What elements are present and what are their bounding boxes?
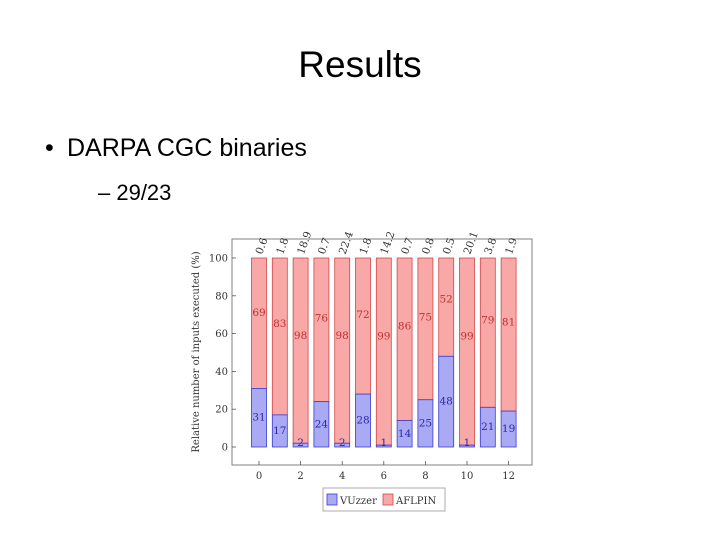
legend-swatch-aflpin <box>382 493 394 506</box>
y-tick-label: 20 <box>215 405 228 416</box>
x-tick-label: 8 <box>422 471 428 482</box>
x-tick-label: 2 <box>297 471 303 482</box>
bullet-dot: • <box>45 134 54 162</box>
data-label-vuzzer: 25 <box>419 417 432 429</box>
bar-vuzzer <box>251 388 267 448</box>
data-label-aflpin: 99 <box>460 331 473 343</box>
bar-top-label: 0.7 <box>316 236 333 256</box>
data-label-vuzzer: 28 <box>356 415 369 427</box>
data-label-aflpin: 81 <box>502 316 515 328</box>
data-label-aflpin: 52 <box>440 293 453 305</box>
bar-aflpin <box>313 257 330 403</box>
data-label-vuzzer: 21 <box>481 421 494 433</box>
bar-aflpin <box>417 257 434 401</box>
y-tick-label: 100 <box>209 254 228 265</box>
bar-aflpin <box>500 257 517 412</box>
bar-top-label: 0.6 <box>254 236 271 256</box>
bar-vuzzer <box>438 355 455 448</box>
bar-aflpin <box>459 257 475 446</box>
bar-top-label: 0.7 <box>399 236 416 256</box>
data-label-aflpin: 98 <box>336 330 349 342</box>
bar-vuzzer <box>292 442 309 448</box>
bar-aflpin <box>292 257 309 444</box>
bar-top-label: 0.5 <box>441 236 458 256</box>
y-tick-label: 40 <box>215 367 228 378</box>
bar-vuzzer <box>479 406 496 448</box>
data-label-vuzzer: 31 <box>252 412 265 424</box>
x-tick-label: 12 <box>502 471 515 482</box>
data-label-vuzzer: 19 <box>502 423 515 435</box>
bar-aflpin <box>438 257 455 357</box>
data-label-vuzzer: 24 <box>315 418 329 430</box>
data-label-aflpin: 72 <box>356 309 369 321</box>
data-label-vuzzer: 1 <box>464 437 471 449</box>
bar-top-label: 1.8 <box>274 236 291 256</box>
sub-bullet-text: – 29/23 <box>98 180 172 205</box>
bar-aflpin <box>334 257 351 444</box>
bar-top-label: 1.9 <box>503 236 520 256</box>
bar-vuzzer <box>459 444 475 448</box>
data-label-aflpin: 98 <box>294 330 307 342</box>
y-axis-label: Relative number of inputs executed (%) <box>191 251 202 452</box>
data-label-vuzzer: 14 <box>398 428 412 440</box>
bar-vuzzer <box>417 399 434 448</box>
data-label-vuzzer: 17 <box>273 425 286 437</box>
x-tick-label: 10 <box>461 471 474 482</box>
data-label-aflpin: 76 <box>315 312 329 324</box>
bullet-item: • DARPA CGC binaries <box>45 134 307 163</box>
legend-label-vuzzer: VUzzer <box>339 496 377 507</box>
slide-title: Results <box>298 44 422 85</box>
x-tick-label: 0 <box>256 471 262 482</box>
bar-aflpin <box>271 257 288 416</box>
sub-bullet-item: – 29/23 <box>98 180 171 206</box>
bar-top-label: 1.8 <box>358 236 375 256</box>
bar-aflpin <box>396 257 413 421</box>
data-label-vuzzer: 1 <box>380 437 387 449</box>
data-label-vuzzer: 2 <box>297 437 304 449</box>
bar-aflpin <box>355 257 371 395</box>
bar-top-label: 3.8 <box>482 236 499 256</box>
data-label-aflpin: 83 <box>273 318 286 330</box>
bar-vuzzer <box>375 444 392 448</box>
data-label-aflpin: 79 <box>481 315 494 327</box>
y-tick-label: 60 <box>215 329 228 340</box>
bar-aflpin <box>375 257 392 446</box>
bar-aflpin <box>479 257 496 408</box>
legend-swatch-vuzzer <box>326 493 338 506</box>
legend-label-aflpin: AFLPIN <box>395 496 436 507</box>
y-tick-label: 0 <box>222 443 228 454</box>
data-label-aflpin: 69 <box>252 307 265 319</box>
data-label-aflpin: 75 <box>419 312 432 324</box>
bullet-text: DARPA CGC binaries <box>67 134 307 162</box>
data-label-aflpin: 86 <box>398 320 412 332</box>
bar-vuzzer <box>334 442 351 448</box>
x-tick-label: 6 <box>381 471 387 482</box>
bar-vuzzer <box>271 414 288 448</box>
bar-top-label: 0.8 <box>420 236 437 256</box>
data-label-vuzzer: 48 <box>440 396 453 408</box>
bar-vuzzer <box>396 420 413 448</box>
bar-vuzzer <box>355 393 371 448</box>
data-label-aflpin: 99 <box>377 331 390 343</box>
y-tick-label: 80 <box>215 291 228 302</box>
bar-vuzzer <box>500 410 517 448</box>
data-label-vuzzer: 2 <box>339 437 346 449</box>
bar-aflpin <box>251 257 267 389</box>
x-tick-label: 4 <box>339 471 345 482</box>
bar-vuzzer <box>313 401 330 448</box>
